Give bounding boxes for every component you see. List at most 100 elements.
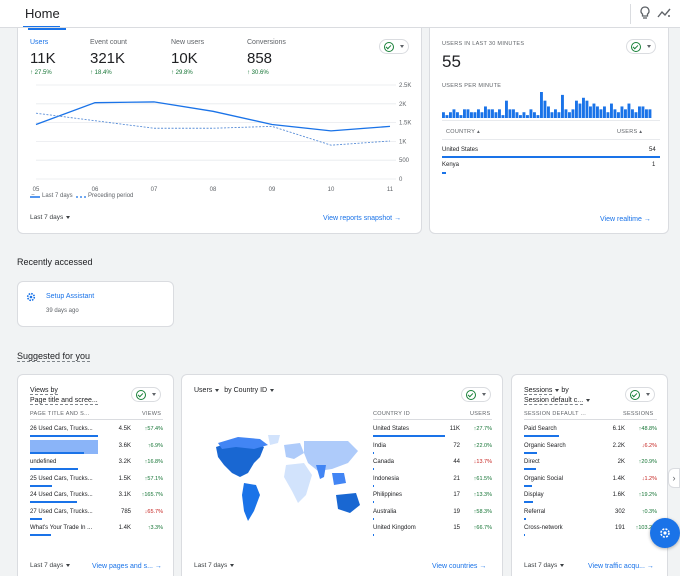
check-circle-icon	[630, 390, 640, 400]
table-row[interactable]: India 72 ↑22.0%	[373, 443, 492, 458]
table-row[interactable]: undefined 3.2K ↑16.8%	[30, 459, 163, 474]
users-column-header[interactable]: USERS ▴	[617, 129, 643, 135]
row-value: 3.6K	[118, 442, 131, 449]
lightbulb-icon[interactable]	[637, 5, 653, 21]
assistant-fab-button[interactable]	[650, 518, 680, 548]
row-label: Canada	[373, 459, 395, 465]
table-row[interactable]: Display 1.6K ↑19.2%	[524, 492, 657, 507]
table-row[interactable]: Paid Search 6.1K ↑48.8%	[524, 426, 657, 441]
column-header[interactable]: PAGE TITLE AND S...	[30, 411, 90, 417]
per-minute-bar	[589, 106, 592, 118]
check-circle-icon	[384, 42, 394, 52]
row-value: 11K	[449, 426, 460, 432]
country-column-header[interactable]: COUNTRY ▴	[446, 129, 480, 135]
view-countries-link[interactable]: View countries →	[432, 563, 487, 570]
row-label: Philippines	[373, 492, 403, 498]
table-row[interactable]: 24 Used Cars, Trucks... 3.1K ↑165.7%	[30, 492, 163, 507]
metric-users[interactable]: Users	[30, 39, 48, 46]
card-status-button[interactable]	[131, 387, 161, 402]
per-minute-bar	[512, 109, 515, 118]
date-range-dropdown[interactable]: Last 7 days	[30, 214, 71, 221]
table-row[interactable]: 3.6K ↑6.9%	[30, 439, 163, 458]
row-delta: ↑57.1%	[144, 475, 163, 482]
date-range-dropdown[interactable]: Last 7 days	[194, 562, 235, 569]
table-row[interactable]: What's Your Trade In ... 1.4K ↑3.3%	[30, 525, 163, 540]
metric-users-value: 11K	[30, 50, 56, 67]
per-minute-bar	[484, 106, 487, 118]
table-row[interactable]: Referral 302 ↑0.3%	[524, 509, 657, 524]
metric-label[interactable]: Event count	[90, 39, 127, 46]
map-africa	[284, 463, 312, 503]
row-label: Australia	[373, 508, 397, 515]
insights-status-button[interactable]	[379, 39, 409, 54]
per-minute-bar	[613, 109, 617, 118]
map-greenland	[268, 435, 280, 445]
view-reports-snapshot-link[interactable]: View reports snapshot →	[323, 215, 402, 222]
per-minute-bar	[606, 112, 610, 118]
per-minute-bar	[473, 112, 477, 118]
table-row[interactable]: 26 Used Cars, Trucks... 4.5K ↑57.4%	[30, 426, 163, 441]
table-row[interactable]: Organic Social 1.4K ↓1.2%	[524, 476, 657, 491]
table-row[interactable]: Indonesia 21 ↑61.5%	[373, 476, 492, 491]
column-header[interactable]: SESSIONS	[623, 411, 654, 417]
per-minute-bar	[557, 112, 561, 118]
per-minute-bar	[501, 115, 505, 118]
card-status-button[interactable]	[461, 387, 491, 402]
metric-label[interactable]: Conversions	[247, 39, 286, 46]
date-range-dropdown[interactable]: Last 7 days	[524, 562, 565, 569]
row-value: 72	[453, 442, 460, 449]
metric-delta: ↑ 29.8%	[171, 70, 193, 76]
column-header[interactable]: SESSION DEFAULT ...	[524, 411, 587, 417]
realtime-row-bar	[442, 172, 446, 174]
legend-current-label: Last 7 days	[42, 193, 73, 199]
next-arrow-icon[interactable]: ›	[668, 468, 680, 488]
card-title-line1[interactable]: Sessions by	[524, 387, 569, 395]
table-row[interactable]: United Kingdom 15 ↑66.7%	[373, 525, 492, 540]
table-row[interactable]: Organic Search 2.2K ↓6.2%	[524, 443, 657, 458]
metric-delta: ↑ 18.4%	[90, 70, 112, 76]
table-row[interactable]: Direct 2K ↑20.9%	[524, 459, 657, 474]
table-row[interactable]: 25 Used Cars, Trucks... 1.5K ↑57.1%	[30, 476, 163, 491]
per-minute-bar	[564, 109, 568, 118]
recent-item-title[interactable]: Setup Assistant	[46, 293, 95, 300]
card-title-line1[interactable]: Views by	[30, 387, 58, 395]
column-header[interactable]: COUNTRY ID	[373, 411, 411, 417]
per-minute-bar	[585, 100, 589, 118]
row-bar	[373, 435, 445, 437]
table-row[interactable]: Australia 19 ↑58.3%	[373, 509, 492, 524]
card-status-button[interactable]	[625, 387, 655, 402]
row-delta: ↑58.3%	[473, 508, 492, 515]
metric-label[interactable]: New users	[171, 39, 205, 46]
row-bar	[524, 501, 534, 503]
card-title-line2[interactable]: Session default c...	[524, 397, 591, 405]
row-bar	[524, 484, 533, 487]
card-title-line2[interactable]: Page title and scree...	[30, 397, 98, 405]
table-row[interactable]: 27 Used Cars, Trucks... 785 ↓65.7%	[30, 509, 163, 524]
table-row[interactable]: Canada 44 ↓13.7%	[373, 459, 492, 474]
realtime-row-country: United States	[442, 147, 479, 153]
column-header[interactable]: VIEWS	[142, 411, 162, 417]
date-range-dropdown[interactable]: Last 7 days	[30, 562, 71, 569]
table-row[interactable]: United States 11K ↑27.7%	[373, 426, 492, 441]
recent-item-card[interactable]: Setup Assistant 39 days ago	[17, 281, 174, 327]
card-title[interactable]: Users by Country ID	[194, 387, 275, 394]
realtime-status-button[interactable]	[626, 39, 656, 54]
insights-icon[interactable]	[656, 5, 672, 21]
column-header[interactable]: USERS	[470, 411, 491, 417]
metric-value: 858	[247, 50, 273, 67]
table-row[interactable]: Cross-network 191 ↑103.2%	[524, 525, 657, 540]
view-traffic-link[interactable]: View traffic acqu... →	[588, 563, 654, 570]
view-pages-link[interactable]: View pages and s... →	[92, 563, 162, 570]
per-minute-bar	[638, 106, 641, 118]
per-minute-bar	[547, 106, 550, 118]
per-minute-bar	[561, 94, 564, 118]
view-realtime-link[interactable]: View realtime →	[600, 216, 651, 223]
row-bar	[30, 484, 53, 487]
per-minute-bar	[540, 92, 543, 118]
row-delta: ↑16.8%	[144, 459, 163, 465]
row-label: Organic Social	[524, 475, 564, 482]
world-map	[216, 435, 360, 521]
x-tick-label: 08	[210, 187, 217, 193]
per-minute-bar	[603, 106, 606, 118]
table-row[interactable]: Philippines 17 ↑13.3%	[373, 492, 492, 507]
